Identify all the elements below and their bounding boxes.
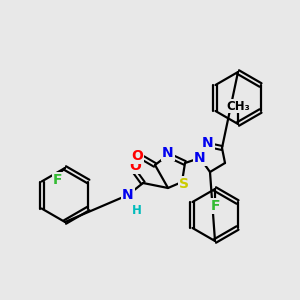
Text: O: O xyxy=(129,159,141,173)
Text: S: S xyxy=(179,177,189,191)
Text: F: F xyxy=(210,199,220,213)
Text: O: O xyxy=(131,149,143,163)
Text: N: N xyxy=(162,146,174,160)
Text: N: N xyxy=(194,151,206,165)
Text: N: N xyxy=(202,136,214,150)
Text: F: F xyxy=(53,173,63,187)
Text: CH₃: CH₃ xyxy=(226,100,250,112)
Text: N: N xyxy=(122,188,134,202)
Text: H: H xyxy=(132,203,142,217)
